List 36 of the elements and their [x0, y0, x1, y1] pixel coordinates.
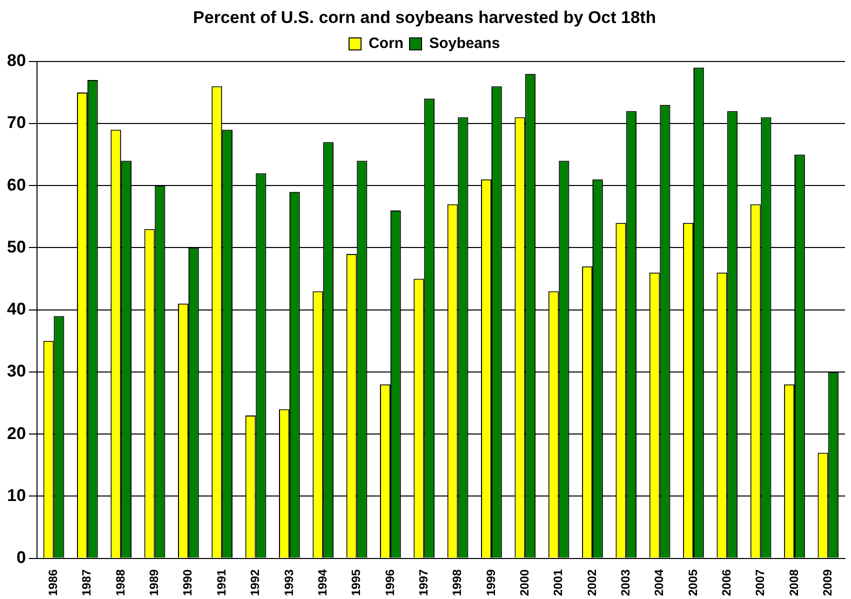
- x-tick-label: 1998: [450, 568, 464, 596]
- x-tick-label: 1992: [248, 568, 262, 596]
- x-tick-label: 2005: [686, 568, 700, 596]
- legend-label: Soybeans: [429, 35, 500, 52]
- x-tick-label: 1997: [416, 568, 430, 596]
- y-tick-label: 60: [6, 175, 26, 194]
- x-tick-label: 1988: [113, 568, 128, 596]
- x-tick-label: 2000: [517, 568, 532, 596]
- y-tick-label: 50: [6, 237, 26, 256]
- y-tick-label: 40: [6, 300, 26, 319]
- y-tick-label: 20: [6, 424, 26, 443]
- y-tick-label: 0: [16, 548, 26, 567]
- y-tick-label: 70: [6, 113, 26, 132]
- x-tick-label: 1994: [315, 568, 330, 596]
- x-tick-label: 1990: [180, 568, 195, 596]
- x-tick-label: 1995: [349, 568, 364, 596]
- x-tick-label: 1991: [214, 568, 228, 596]
- x-tick-label: 1987: [80, 568, 94, 596]
- x-tick-label: 1996: [382, 568, 397, 596]
- chart-title: Percent of U.S. corn and soybeans harvested by Oct 18th: [193, 8, 656, 27]
- x-tick-label: 2003: [618, 568, 632, 596]
- x-tick-label: 1986: [46, 568, 60, 596]
- x-tick-label: 1993: [282, 568, 296, 596]
- x-tick-label: 2006: [719, 568, 734, 596]
- x-tick-label: 2009: [820, 568, 834, 596]
- x-tick-label: 1989: [147, 568, 162, 596]
- x-tick-label: 2002: [584, 568, 599, 596]
- y-tick-label: 80: [6, 51, 26, 70]
- x-tick-label: 1999: [484, 568, 498, 596]
- x-tick-label: 2008: [786, 568, 801, 596]
- x-tick-label: 2004: [652, 568, 666, 596]
- y-tick-label: 30: [6, 362, 26, 381]
- x-tick-label: 2001: [551, 568, 566, 596]
- x-tick-label: 2007: [753, 568, 768, 596]
- legend-label: Corn: [368, 35, 404, 52]
- y-tick-label: 10: [6, 486, 26, 505]
